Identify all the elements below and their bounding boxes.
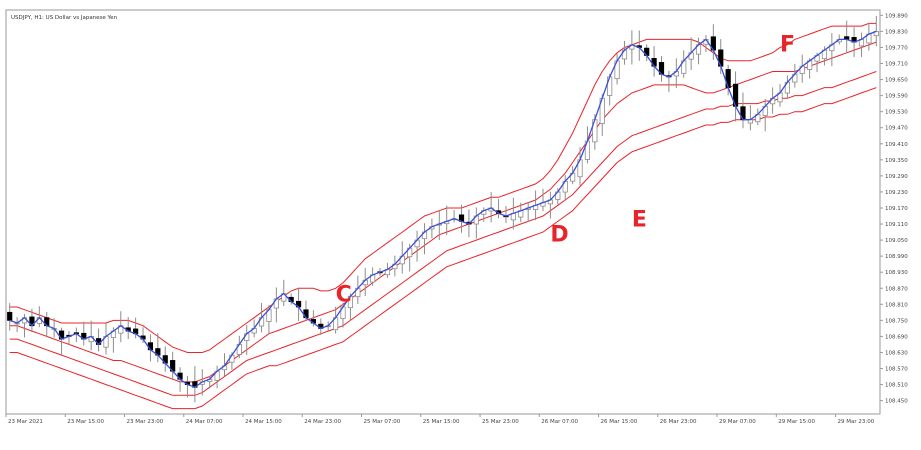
price-tick-label: 109.410 xyxy=(885,142,908,148)
price-tick-label: 109.110 xyxy=(885,222,908,228)
price-tick-label: 109.590 xyxy=(885,94,908,100)
price-tick-label: 109.470 xyxy=(885,126,908,132)
time-tick-label: 26 Mar 23:00 xyxy=(660,419,697,425)
band-line-1 xyxy=(9,22,877,353)
price-tick-label: 108.510 xyxy=(885,383,908,389)
price-tick-label: 108.450 xyxy=(885,399,908,405)
time-tick-label: 26 Mar 15:00 xyxy=(601,419,638,425)
wave-label-d: D xyxy=(550,222,568,247)
time-tick-label: 29 Mar 23:00 xyxy=(838,419,875,425)
time-tick-label: 29 Mar 15:00 xyxy=(778,419,815,425)
candle-body xyxy=(7,311,13,321)
price-tick-label: 108.810 xyxy=(885,302,908,308)
blue-line xyxy=(9,30,877,388)
price-tick-label: 108.870 xyxy=(885,286,908,292)
time-axis: 23 Mar 2021 23 Mar 15:00 23 Mar 23:00 24 Ma… xyxy=(5,414,875,425)
time-tick-label: 25 Mar 15:00 xyxy=(423,419,460,425)
price-tick-label: 109.890 xyxy=(885,13,908,19)
wave-label-e: E xyxy=(632,208,647,233)
time-tick-label: 23 Mar 23:00 xyxy=(127,419,164,425)
price-tick-label: 109.830 xyxy=(885,29,908,35)
price-tick-label: 109.290 xyxy=(885,174,908,180)
price-tick-label: 109.770 xyxy=(885,45,908,51)
price-tick-label: 108.570 xyxy=(885,367,908,373)
price-tick-label: 109.650 xyxy=(885,78,908,84)
price-tick-label: 109.350 xyxy=(885,158,908,164)
candles xyxy=(7,16,879,403)
price-tick-label: 108.630 xyxy=(885,350,908,356)
band-line-4 xyxy=(9,87,877,410)
time-tick-label: 24 Mar 23:00 xyxy=(304,419,341,425)
band-lines xyxy=(9,22,877,410)
time-tick-label: 23 Mar 15:00 xyxy=(67,419,104,425)
chart-title: USDJPY, H1: US Dollar vs Japanese Yen xyxy=(11,15,118,21)
time-tick-label: 29 Mar 07:00 xyxy=(719,419,756,425)
price-axis: 109.890 109.830 109.770 109.710 109.650 109.5… xyxy=(880,13,908,405)
time-tick-label: 25 Mar 07:00 xyxy=(364,419,401,425)
price-tick-label: 109.710 xyxy=(885,62,908,68)
band-line-3 xyxy=(9,71,877,396)
wave-label-f: F xyxy=(780,32,795,57)
time-tick-label: 24 Mar 15:00 xyxy=(245,419,282,425)
price-tick-label: 109.230 xyxy=(885,190,908,196)
time-tick-label: 26 Mar 07:00 xyxy=(541,419,578,425)
time-tick-label: 25 Mar 23:00 xyxy=(482,419,519,425)
plot-frame xyxy=(5,9,881,415)
price-tick-label: 108.990 xyxy=(885,254,908,260)
price-tick-label: 109.530 xyxy=(885,110,908,116)
price-tick-label: 108.690 xyxy=(885,334,908,340)
moving-average-line xyxy=(9,30,877,388)
wave-labels: C D E F xyxy=(336,32,795,307)
price-tick-label: 108.750 xyxy=(885,318,908,324)
price-tick-label: 109.050 xyxy=(885,238,908,244)
band-line-2 xyxy=(9,41,877,383)
time-tick-label: 23 Mar 2021 xyxy=(8,419,43,425)
wave-label-c: C xyxy=(336,283,352,308)
time-tick-label: 24 Mar 07:00 xyxy=(186,419,223,425)
price-tick-label: 109.170 xyxy=(885,206,908,212)
price-tick-label: 108.930 xyxy=(885,270,908,276)
